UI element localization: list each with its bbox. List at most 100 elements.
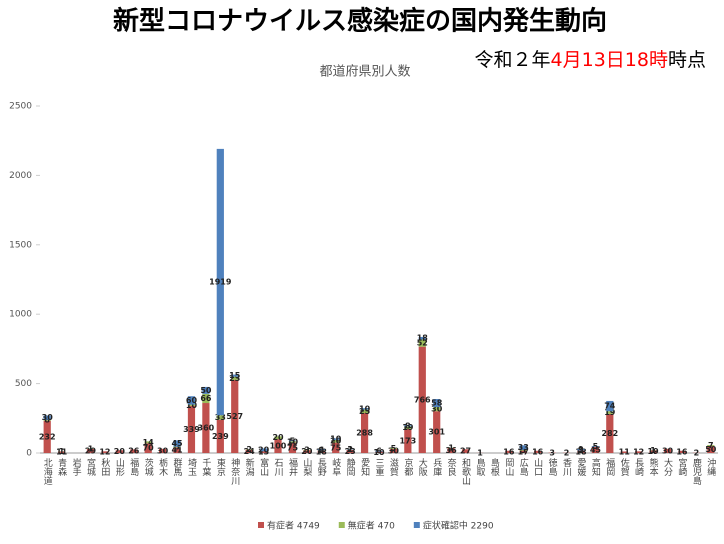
- bar-segment: [418, 339, 426, 347]
- data-label: 173: [399, 436, 416, 445]
- x-tick-label: 佐賀: [619, 457, 630, 477]
- x-tick-label: 徳島: [547, 457, 558, 477]
- bar-segment: [591, 446, 599, 453]
- chart-title: 新型コロナウイルス感染症の国内発生動向: [113, 6, 607, 37]
- data-label: 100: [270, 442, 287, 451]
- data-label: 25: [359, 407, 371, 416]
- bar-segment: [418, 346, 426, 453]
- data-label: 16: [676, 447, 688, 456]
- data-label: 20: [258, 445, 270, 454]
- legend-swatch: [338, 522, 345, 528]
- legend-swatch: [258, 522, 264, 528]
- data-label: 20: [330, 437, 342, 446]
- data-label: 3: [549, 448, 555, 457]
- data-label: 5: [520, 446, 526, 455]
- data-label: 2: [564, 448, 570, 457]
- bar-segment: [43, 420, 51, 453]
- y-tick-label: 1000: [9, 310, 32, 320]
- data-label: 7: [708, 441, 714, 450]
- data-label: 11: [56, 448, 68, 457]
- bar-segment: [216, 415, 224, 420]
- x-tick-label: 三重: [374, 458, 385, 476]
- bar-segment: [404, 425, 412, 427]
- data-label: 30: [388, 446, 400, 455]
- x-tick-label: 福島: [128, 457, 139, 477]
- bar-segment: [577, 450, 585, 453]
- x-tick-label: 北海道: [42, 458, 53, 486]
- x-tick-label: 岡山: [503, 458, 514, 476]
- x-tick-label: 高知: [590, 457, 601, 477]
- bar-segment: [447, 448, 455, 453]
- data-label: 50: [200, 386, 212, 395]
- bar-segment: [519, 445, 527, 450]
- data-label: 30: [431, 405, 443, 414]
- data-label: 19: [604, 408, 616, 417]
- bar-segment: [144, 441, 152, 444]
- data-label: 20: [301, 447, 313, 456]
- data-label: 20: [114, 447, 126, 456]
- data-label: 12: [633, 448, 644, 457]
- data-label: 5: [391, 444, 397, 453]
- x-tick-label: 福井: [287, 457, 298, 477]
- bar-segment: [360, 409, 369, 414]
- data-label: 8: [405, 421, 411, 430]
- x-tick-label: 奈良: [446, 457, 457, 477]
- bar-segment: [216, 148, 224, 416]
- data-label: 12: [99, 448, 110, 457]
- bar-segment: [606, 413, 614, 453]
- bar-segment: [635, 451, 643, 453]
- bar-segment: [144, 443, 152, 453]
- data-label: 5: [593, 442, 599, 451]
- data-label: 33: [518, 443, 529, 452]
- bar-segment: [606, 411, 614, 414]
- bar-segment: [389, 448, 398, 449]
- x-tick-label: 山形: [114, 458, 125, 477]
- bar-segment: [346, 449, 354, 453]
- y-tick-label: 1500: [9, 240, 32, 250]
- data-label: 18: [316, 447, 328, 456]
- data-label: 24: [244, 447, 256, 456]
- data-label: 10: [373, 448, 385, 457]
- x-tick-label: 京都: [402, 457, 413, 477]
- data-label: 1: [578, 446, 584, 455]
- bar-segment: [288, 442, 297, 453]
- bar-segment: [231, 376, 239, 380]
- data-label: 17: [518, 447, 529, 456]
- bar-segment: [202, 386, 210, 394]
- data-label: 360: [198, 424, 215, 433]
- x-tick-label: 長崎: [633, 458, 644, 476]
- x-tick-label: 鹿児島: [691, 457, 702, 486]
- x-tick-label: 山梨: [301, 458, 312, 477]
- x-tick-label: 岩手: [71, 457, 82, 477]
- x-tick-label: 熊本: [648, 457, 659, 477]
- x-tick-label: 山口: [532, 458, 543, 476]
- x-tick-label: 和歌山: [460, 458, 471, 485]
- date-part: 時点: [668, 49, 706, 71]
- data-label: 339: [183, 425, 200, 434]
- legend-label: 無症者 470: [348, 520, 395, 532]
- bar-segment: [173, 440, 181, 447]
- bar-segment: [58, 451, 66, 453]
- data-label: 50: [705, 445, 717, 454]
- data-label: 10: [359, 404, 371, 413]
- bar-segment: [101, 451, 109, 453]
- data-label: 301: [428, 428, 445, 437]
- data-label: 27: [460, 447, 471, 456]
- y-tick-label: 2500: [9, 102, 32, 112]
- bar-segment: [202, 393, 210, 404]
- data-label: 3: [304, 446, 310, 455]
- data-label: 19: [402, 423, 414, 432]
- data-label: 1: [59, 447, 65, 456]
- data-label: 766: [414, 395, 431, 404]
- x-tick-label: 長野: [316, 458, 327, 476]
- bar-segment: [332, 438, 340, 440]
- x-tick-label: 静岡: [345, 457, 356, 477]
- bar-segment: [375, 450, 383, 452]
- bar-segment: [173, 447, 181, 453]
- x-tick-label: 栃木: [157, 457, 168, 477]
- data-label: 58: [431, 399, 443, 408]
- bar-segment: [288, 441, 297, 443]
- x-tick-label: 石川: [273, 458, 284, 476]
- x-tick-label: 沖縄: [705, 457, 716, 476]
- data-label: 232: [39, 432, 56, 441]
